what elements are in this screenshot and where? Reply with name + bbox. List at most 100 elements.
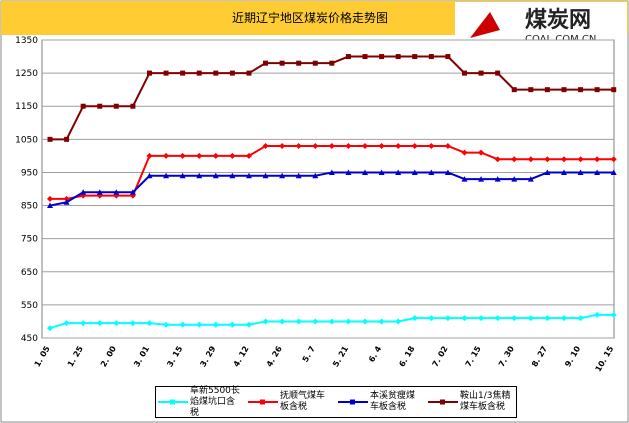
marker [395,318,402,325]
marker [312,172,319,179]
marker [295,318,302,325]
marker [196,172,203,179]
logo-name: 煤炭网 [525,7,591,33]
marker [262,318,269,325]
marker [544,156,551,163]
y-tick-label: 450 [21,334,38,344]
marker [511,315,518,322]
marker [196,152,203,159]
marker [345,318,352,325]
y-tick-label: 850 [21,202,38,212]
marker [179,321,186,328]
marker [262,142,269,149]
marker [544,87,550,93]
marker [428,315,435,322]
marker [113,103,119,109]
marker [63,199,70,205]
marker [411,169,418,175]
marker [328,169,335,175]
marker [345,142,352,149]
marker [80,320,87,327]
marker [378,318,385,325]
y-tick-label: 1350 [15,36,38,46]
marker [511,87,517,93]
legend-item: 本溪贫瘦煤车板含税 [336,387,426,417]
marker [379,54,385,60]
marker [312,142,319,149]
marker [378,142,385,149]
marker [411,315,418,322]
marker [461,149,468,156]
marker [544,169,551,175]
marker [130,103,136,109]
marker [561,87,567,93]
marker [279,318,286,325]
marker [428,169,435,175]
marker [163,321,170,328]
marker [163,152,170,159]
marker [328,142,335,149]
legend-item: 阜新5500长焰煤坑口含税 [156,386,246,418]
logo-icon [470,12,500,38]
marker [577,156,584,163]
legend: 阜新5500长焰煤坑口含税 抚顺气煤车板含税 本溪贫瘦煤车板含税 鞍山1/3焦精煤车板… [155,386,517,418]
marker [527,156,534,163]
marker [229,321,236,328]
marker [494,156,501,163]
marker [444,142,451,149]
marker [544,315,551,322]
marker [212,152,219,159]
marker [212,172,219,179]
marker [511,156,518,163]
marker [146,172,153,179]
marker [64,136,70,142]
marker [594,311,601,318]
marker [428,54,434,60]
marker [345,169,352,175]
marker [345,54,351,60]
marker [296,60,302,66]
y-tick-label: 1250 [15,69,38,79]
marker [163,70,169,76]
marker [262,172,269,179]
marker [47,136,53,142]
marker [444,169,451,175]
marker [362,142,369,149]
legend-swatch [158,399,188,405]
marker [295,172,302,179]
marker [246,70,252,76]
marker [47,202,53,209]
marker [245,172,252,179]
marker [494,176,501,182]
marker [594,156,601,163]
marker [328,318,335,325]
marker [129,320,136,327]
marker [560,156,567,163]
marker [461,70,467,76]
marker [47,325,53,332]
legend-swatch [248,399,278,405]
marker [378,169,385,175]
marker [528,87,534,93]
chart-title: 近期辽宁地区煤炭价格走势图 [232,10,388,25]
marker [329,60,335,66]
marker [129,189,136,195]
marker [428,142,435,149]
marker [577,169,584,175]
marker [96,189,103,195]
marker [494,315,501,322]
marker [245,321,252,328]
marker [279,142,286,149]
marker [146,70,152,76]
marker [179,172,186,179]
marker [594,169,601,175]
y-tick-label: 950 [21,168,38,178]
marker [113,320,120,327]
marker [312,60,318,66]
marker [395,169,402,175]
marker [478,176,485,182]
marker [578,87,584,93]
marker [411,142,418,149]
marker [610,169,617,175]
